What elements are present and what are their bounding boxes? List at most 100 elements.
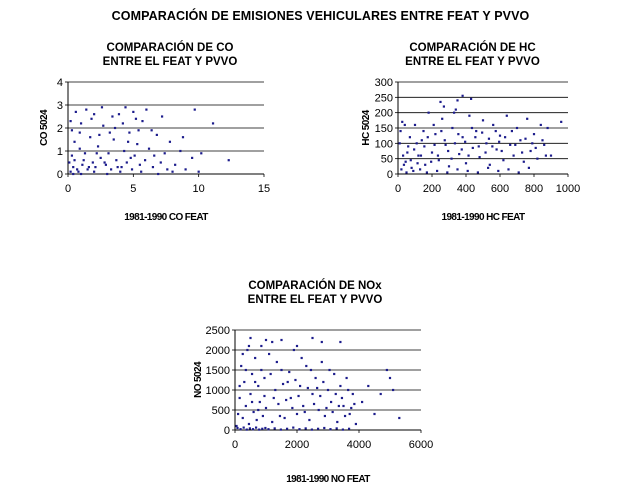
co-data-point <box>107 152 110 155</box>
hc-data-point <box>478 156 481 159</box>
nox-data-point <box>238 384 241 388</box>
hc-data-point <box>507 168 510 171</box>
co-data-point <box>136 143 139 146</box>
hc-data-point <box>495 148 498 151</box>
hc-data-point <box>526 117 529 120</box>
nox-data-point <box>272 396 275 400</box>
page-title: COMPARACIÓN DE EMISIONES VEHICULARES ENT… <box>111 9 530 23</box>
nox-data-point <box>254 426 258 429</box>
co-x-tick-label: 0 <box>65 183 71 195</box>
hc-data-point <box>474 136 477 139</box>
co-data-point <box>120 166 123 169</box>
co-data-point <box>81 163 84 166</box>
nox-data-point <box>248 427 251 430</box>
hc-data-point <box>436 169 439 173</box>
nox-data-point <box>257 408 260 412</box>
hc-data-point <box>447 149 450 153</box>
co-data-point <box>197 170 200 173</box>
nox-data-point <box>261 427 264 430</box>
nox-data-point <box>337 404 340 408</box>
nox-x-tick-label: 0 <box>232 439 238 451</box>
nox-data-point <box>354 422 357 426</box>
nox-data-point <box>254 356 257 360</box>
hc-x-tick-label: 800 <box>525 183 543 195</box>
nox-data-point <box>247 422 251 426</box>
nox-data-point <box>339 340 342 344</box>
hc-data-point <box>454 108 457 111</box>
co-x-tick-label: 5 <box>130 183 136 195</box>
hc-y-tick-label: 0 <box>387 169 393 181</box>
hc-data-point <box>453 142 457 145</box>
nox-data-point <box>388 376 392 380</box>
nox-y-tick-label: 2000 <box>206 345 230 357</box>
nox-data-point <box>285 427 289 430</box>
nox-data-point <box>373 412 376 416</box>
nox-data-point <box>281 382 285 386</box>
co-data-point <box>132 110 135 113</box>
hc-data-point <box>470 97 473 100</box>
co-data-point <box>69 120 72 123</box>
hc-data-point <box>447 165 451 168</box>
co-data-point <box>193 108 196 111</box>
co-data-point <box>98 133 101 136</box>
nox-data-point <box>289 396 292 400</box>
nox-data-point <box>275 360 278 364</box>
nox-data-point <box>320 360 323 364</box>
hc-data-point <box>475 129 478 133</box>
nox-data-point <box>302 404 305 408</box>
co-data-point <box>143 159 147 162</box>
nox-data-point <box>235 424 238 428</box>
hc-data-point <box>399 129 402 133</box>
co-data-point <box>95 152 98 155</box>
co-data-point <box>85 108 88 111</box>
nox-data-point <box>341 428 344 431</box>
nox-x-tick-label: 2000 <box>285 439 309 451</box>
hc-data-point <box>476 171 479 174</box>
nox-data-point <box>367 384 370 388</box>
hc-data-point <box>413 123 417 127</box>
nox-data-point <box>342 404 345 408</box>
hc-data-point <box>424 163 427 166</box>
hc-data-point <box>437 159 440 162</box>
nox-y-axis-label: NO 5024 <box>193 361 204 398</box>
co-data-point <box>115 159 118 162</box>
nox-chart: 0 500 1000 1500 2000 2500 0 2000 4000 6000 1981-19… <box>193 325 433 485</box>
co-chart-title: COMPARACIÓN DE CO ENTRE EL FEAT Y PVVO <box>40 41 300 69</box>
co-data-point <box>72 172 75 176</box>
hc-data-point <box>434 133 437 136</box>
co-data-point <box>155 133 158 136</box>
hc-data-point <box>402 154 405 157</box>
hc-data-point <box>461 94 464 97</box>
nox-data-point <box>295 412 299 416</box>
nox-data-point <box>343 414 347 418</box>
nox-data-point <box>340 396 344 400</box>
nox-data-point <box>241 352 244 356</box>
nox-data-point <box>350 406 353 410</box>
hc-data-point <box>505 114 508 117</box>
hc-data-point <box>522 160 525 163</box>
nox-data-point <box>280 368 283 372</box>
co-data-point <box>73 159 76 162</box>
nox-data-point <box>328 368 331 372</box>
nox-data-point <box>288 370 291 374</box>
nox-data-point <box>294 378 297 382</box>
hc-data-point <box>408 136 411 139</box>
nox-data-point <box>238 396 241 400</box>
hc-data-point <box>439 100 442 104</box>
hc-data-point <box>546 126 549 130</box>
nox-data-point <box>322 380 325 384</box>
nox-data-point <box>353 402 356 406</box>
nox-data-point <box>241 416 244 420</box>
co-data-point <box>68 161 71 164</box>
nox-x-tick-label: 6000 <box>409 439 433 451</box>
co-data-point <box>113 126 117 130</box>
hc-data-point <box>531 142 534 145</box>
co-data-point <box>128 131 131 134</box>
nox-data-point <box>264 338 268 342</box>
hc-data-point <box>410 166 413 169</box>
hc-data-point <box>502 159 505 162</box>
nox-data-point <box>325 406 328 410</box>
hc-data-point <box>420 139 423 142</box>
co-data-point <box>184 168 187 171</box>
nox-data-point <box>258 400 261 404</box>
